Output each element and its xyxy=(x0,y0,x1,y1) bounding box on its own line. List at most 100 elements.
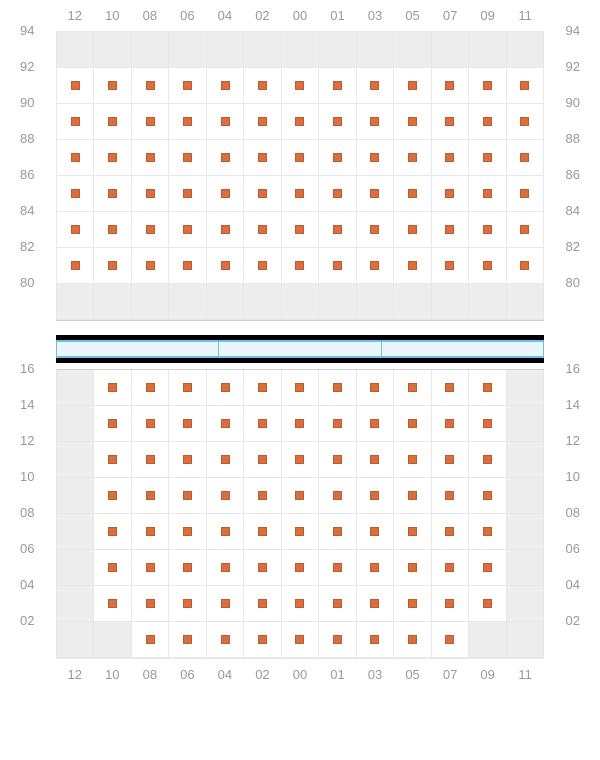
seat[interactable] xyxy=(207,550,244,586)
seat[interactable] xyxy=(169,68,206,104)
seat[interactable] xyxy=(282,406,319,442)
seat[interactable] xyxy=(507,104,544,140)
seat[interactable] xyxy=(469,442,506,478)
seat[interactable] xyxy=(432,370,469,406)
seat[interactable] xyxy=(394,104,431,140)
seat[interactable] xyxy=(432,212,469,248)
seat[interactable] xyxy=(357,478,394,514)
seat[interactable] xyxy=(469,550,506,586)
seat[interactable] xyxy=(469,104,506,140)
seat[interactable] xyxy=(432,478,469,514)
seat[interactable] xyxy=(319,140,356,176)
seat[interactable] xyxy=(132,442,169,478)
seat[interactable] xyxy=(94,140,131,176)
seat[interactable] xyxy=(507,176,544,212)
seat[interactable] xyxy=(244,104,281,140)
seat[interactable] xyxy=(207,586,244,622)
seat[interactable] xyxy=(357,68,394,104)
seat[interactable] xyxy=(244,370,281,406)
seat[interactable] xyxy=(57,248,94,284)
seat[interactable] xyxy=(132,68,169,104)
seat[interactable] xyxy=(394,140,431,176)
seat[interactable] xyxy=(94,212,131,248)
seat[interactable] xyxy=(132,514,169,550)
seat[interactable] xyxy=(469,514,506,550)
seat[interactable] xyxy=(207,370,244,406)
seat[interactable] xyxy=(357,104,394,140)
seat[interactable] xyxy=(57,140,94,176)
seat[interactable] xyxy=(132,212,169,248)
seat[interactable] xyxy=(94,248,131,284)
seat[interactable] xyxy=(469,248,506,284)
seat[interactable] xyxy=(169,586,206,622)
seat[interactable] xyxy=(432,550,469,586)
seat[interactable] xyxy=(207,478,244,514)
seat[interactable] xyxy=(394,68,431,104)
seat[interactable] xyxy=(282,370,319,406)
seat[interactable] xyxy=(394,212,431,248)
seat[interactable] xyxy=(244,622,281,658)
seat[interactable] xyxy=(282,176,319,212)
seat[interactable] xyxy=(132,478,169,514)
seat[interactable] xyxy=(507,248,544,284)
seat[interactable] xyxy=(132,406,169,442)
seat[interactable] xyxy=(57,68,94,104)
seat[interactable] xyxy=(169,370,206,406)
seat[interactable] xyxy=(282,212,319,248)
seat[interactable] xyxy=(94,406,131,442)
seat[interactable] xyxy=(282,586,319,622)
seat[interactable] xyxy=(132,176,169,212)
seat[interactable] xyxy=(57,104,94,140)
seat[interactable] xyxy=(169,248,206,284)
seat[interactable] xyxy=(94,586,131,622)
seat[interactable] xyxy=(282,514,319,550)
seat[interactable] xyxy=(357,586,394,622)
seat[interactable] xyxy=(319,370,356,406)
seat[interactable] xyxy=(207,104,244,140)
seat[interactable] xyxy=(357,370,394,406)
seat[interactable] xyxy=(319,176,356,212)
seat[interactable] xyxy=(244,514,281,550)
seat[interactable] xyxy=(319,68,356,104)
seat[interactable] xyxy=(394,370,431,406)
seat[interactable] xyxy=(319,212,356,248)
seat[interactable] xyxy=(132,622,169,658)
seat[interactable] xyxy=(394,442,431,478)
seat[interactable] xyxy=(357,176,394,212)
seat[interactable] xyxy=(132,248,169,284)
seat[interactable] xyxy=(132,550,169,586)
seat[interactable] xyxy=(244,248,281,284)
seat[interactable] xyxy=(169,212,206,248)
seat[interactable] xyxy=(357,514,394,550)
seat[interactable] xyxy=(169,406,206,442)
seat[interactable] xyxy=(469,406,506,442)
seat[interactable] xyxy=(207,406,244,442)
seat[interactable] xyxy=(169,140,206,176)
seat[interactable] xyxy=(244,406,281,442)
seat[interactable] xyxy=(357,550,394,586)
seat[interactable] xyxy=(94,176,131,212)
seat[interactable] xyxy=(132,104,169,140)
seat[interactable] xyxy=(394,248,431,284)
seat[interactable] xyxy=(282,140,319,176)
seat[interactable] xyxy=(319,622,356,658)
seat[interactable] xyxy=(244,176,281,212)
seat[interactable] xyxy=(432,514,469,550)
seat[interactable] xyxy=(207,68,244,104)
seat[interactable] xyxy=(207,176,244,212)
seat[interactable] xyxy=(507,68,544,104)
seat[interactable] xyxy=(169,478,206,514)
seat[interactable] xyxy=(357,622,394,658)
seat[interactable] xyxy=(394,586,431,622)
seat[interactable] xyxy=(394,406,431,442)
seat[interactable] xyxy=(207,140,244,176)
seat[interactable] xyxy=(207,212,244,248)
seat[interactable] xyxy=(282,104,319,140)
seat[interactable] xyxy=(319,550,356,586)
seat[interactable] xyxy=(357,406,394,442)
seat[interactable] xyxy=(244,68,281,104)
seat[interactable] xyxy=(319,442,356,478)
seat[interactable] xyxy=(207,514,244,550)
seat[interactable] xyxy=(432,586,469,622)
seat[interactable] xyxy=(57,212,94,248)
